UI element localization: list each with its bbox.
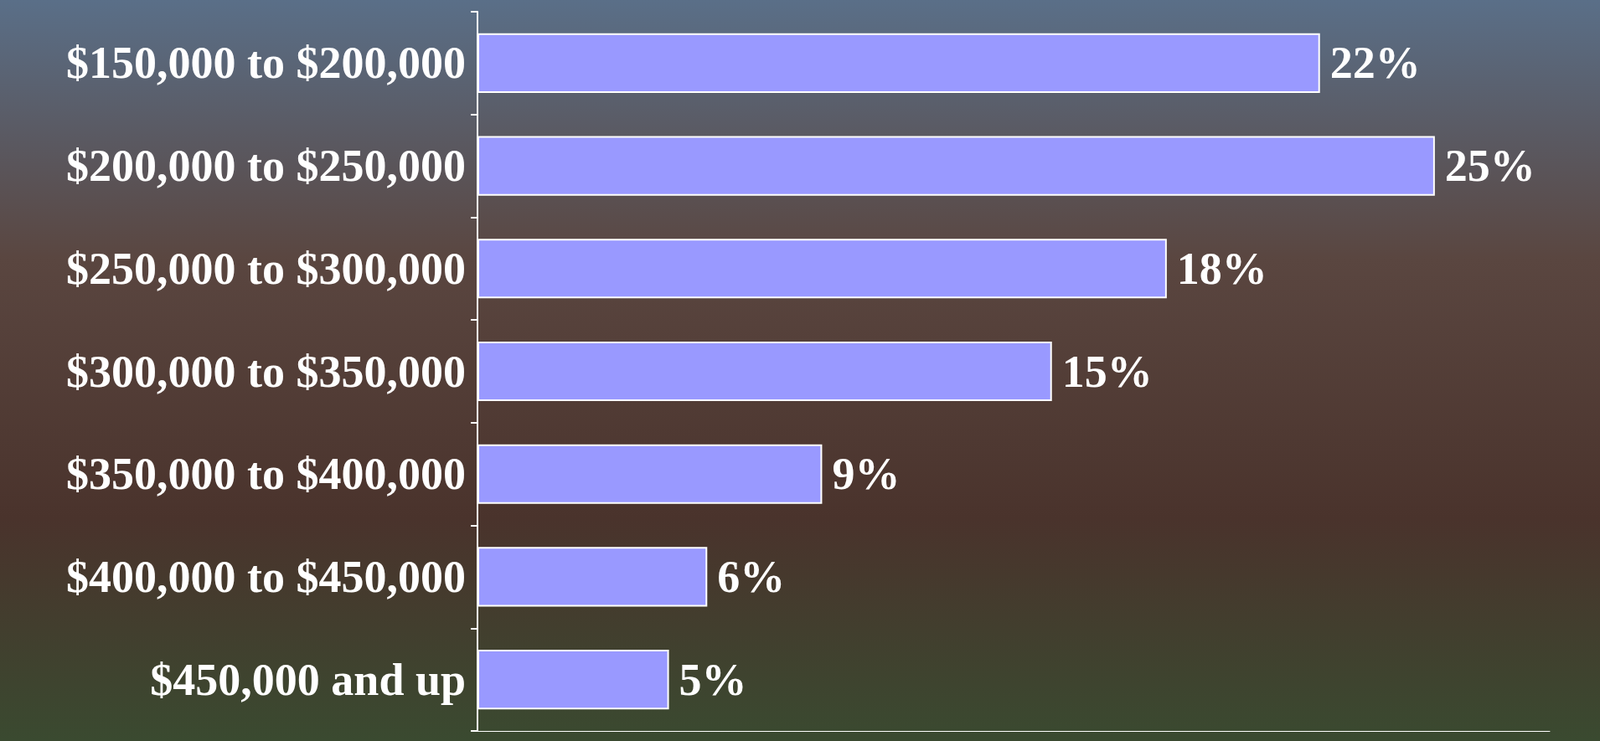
svg-text:18%: 18% xyxy=(1176,243,1268,295)
svg-text:$450,000 and up: $450,000 and up xyxy=(149,655,466,706)
svg-text:$400,000 to $450,000: $400,000 to $450,000 xyxy=(66,552,466,603)
svg-text:$200,000 to $250,000: $200,000 to $250,000 xyxy=(66,140,466,191)
svg-text:22%: 22% xyxy=(1330,37,1421,88)
svg-text:$300,000 to $350,000: $300,000 to $350,000 xyxy=(66,346,466,398)
svg-text:9%: 9% xyxy=(831,449,900,500)
svg-text:$250,000 to $300,000: $250,000 to $300,000 xyxy=(66,243,466,295)
svg-text:6%: 6% xyxy=(717,552,785,603)
svg-text:25%: 25% xyxy=(1445,140,1536,191)
svg-text:5%: 5% xyxy=(679,655,748,706)
svg-text:15%: 15% xyxy=(1062,346,1153,398)
svg-text:$150,000 to $200,000: $150,000 to $200,000 xyxy=(66,37,466,88)
svg-text:$350,000 to $400,000: $350,000 to $400,000 xyxy=(66,449,466,500)
